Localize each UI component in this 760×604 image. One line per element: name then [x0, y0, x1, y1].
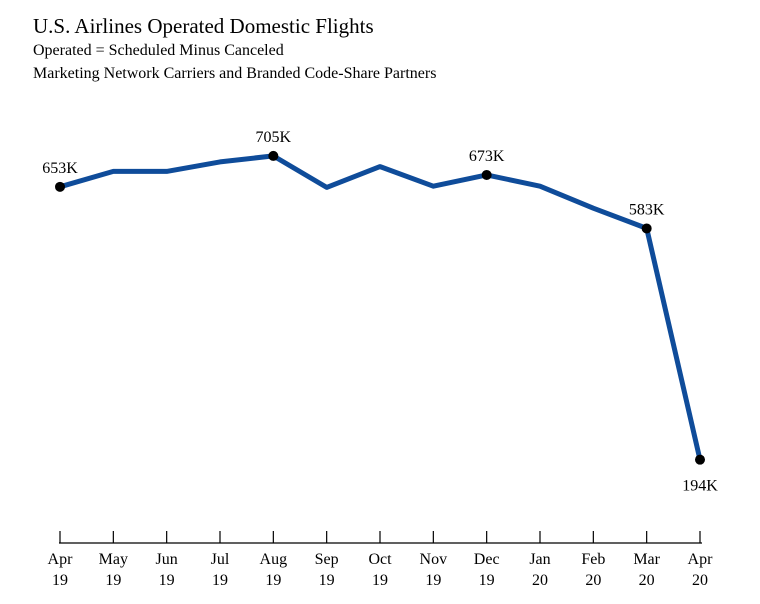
x-tick-label-month: Jun [156, 551, 178, 568]
data-label: 194K [682, 478, 718, 495]
series-line-operated-flights [57, 153, 703, 463]
data-label: 673K [469, 148, 505, 165]
data-point-marker [641, 223, 652, 234]
x-tick-label-year: 20 [639, 572, 655, 589]
data-point-marker [695, 454, 705, 465]
x-tick-label-year: 20 [585, 572, 601, 589]
chart-subtitle-scope: Marketing Network Carriers and Branded C… [33, 65, 437, 82]
x-tick-label-month: Nov [420, 551, 448, 568]
x-tick-label-month: Jan [529, 551, 550, 568]
data-point-marker [481, 169, 492, 180]
x-tick-label-year: 19 [265, 572, 281, 589]
data-labels: 653K 705K 673K 583K 194K [42, 129, 718, 495]
x-tick-label-year: 19 [159, 572, 175, 589]
x-tick-label-month: Apr [48, 551, 74, 568]
chart-subtitle-definition: Operated = Scheduled Minus Canceled [33, 42, 284, 59]
x-tick-label-year: 20 [532, 572, 548, 589]
x-tick-label-month: Jul [211, 551, 230, 568]
data-point-marker [55, 181, 65, 192]
x-tick-label-year: 19 [479, 572, 495, 589]
x-axis-tick-labels: Apr 19 May 19 Jun 19 Jul 19 Aug 19 Sep 19 Oct 19 Nov 19… [48, 551, 714, 589]
x-tick-label-month: Oct [368, 551, 392, 568]
x-tick-label-month: Apr [688, 551, 714, 568]
x-tick-label-year: 20 [692, 572, 708, 589]
data-point-marker [268, 150, 279, 161]
x-tick-label-month: Dec [474, 551, 500, 568]
x-tick-label-year: 19 [372, 572, 388, 589]
data-label: 583K [629, 201, 665, 218]
data-label: 653K [42, 160, 78, 177]
x-tick-label-month: Sep [315, 551, 339, 568]
x-tick-label-month: Aug [260, 551, 288, 568]
x-tick-label-year: 19 [425, 572, 441, 589]
x-axis-ticks [59, 531, 701, 543]
data-label: 705K [256, 129, 292, 146]
x-tick-label-month: May [99, 551, 128, 568]
x-tick-label-year: 19 [52, 572, 68, 589]
x-tick-label-month: Feb [581, 551, 605, 568]
chart-title: U.S. Airlines Operated Domestic Flights [33, 14, 374, 38]
x-tick-label-year: 19 [319, 572, 335, 589]
x-tick-label-month: Mar [633, 551, 660, 568]
data-point-markers [55, 150, 705, 465]
x-tick-label-year: 19 [212, 572, 228, 589]
x-tick-label-year: 19 [105, 572, 121, 589]
